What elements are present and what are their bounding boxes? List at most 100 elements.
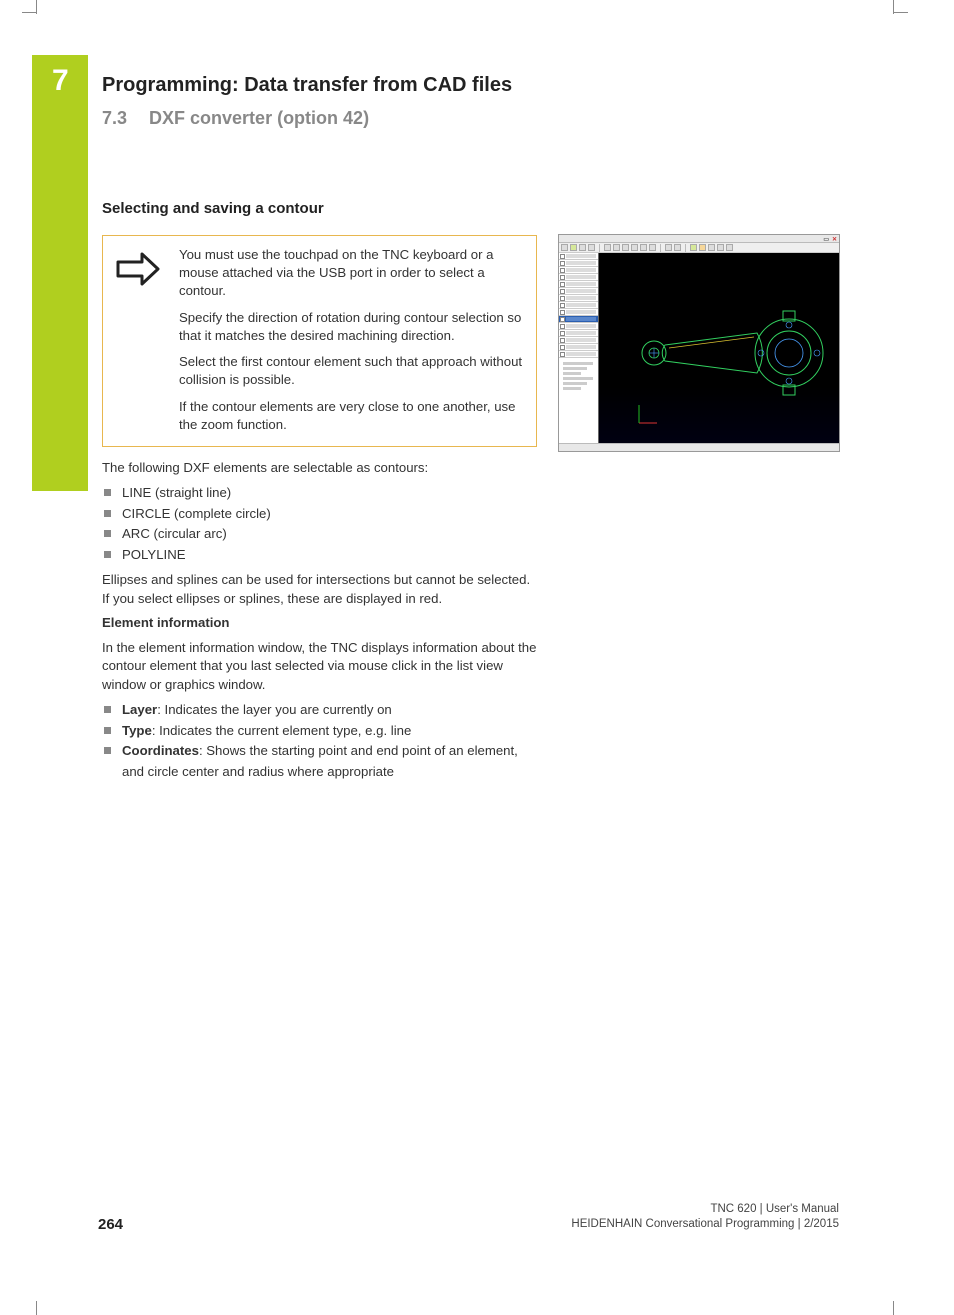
info-line [563, 367, 587, 370]
term: Coordinates [122, 743, 199, 758]
body-para: Ellipses and splines can be used for int… [102, 571, 537, 608]
chapter-number: 7 [52, 64, 69, 98]
arrow-right-icon [115, 246, 161, 434]
element-info-list: Layer: Indicates the layer you are curre… [102, 700, 537, 782]
layer-label [566, 289, 596, 293]
layer-row [559, 281, 598, 288]
checkbox-icon [560, 275, 565, 280]
footer-line: HEIDENHAIN Conversational Programming | … [571, 1217, 839, 1233]
content-column: Selecting and saving a contour You must … [102, 200, 537, 788]
section-number: 7.3 [102, 108, 127, 129]
element-info-panel [559, 358, 598, 394]
toolbar-button [708, 244, 715, 251]
checkbox-icon [560, 303, 565, 308]
checkbox-icon [560, 338, 565, 343]
checkbox-icon [560, 317, 565, 322]
body-para: In the element information window, the T… [102, 639, 537, 694]
toolbar-separator [685, 244, 686, 252]
page-footer: 264 TNC 620 | User's Manual HEIDENHAIN C… [98, 1202, 839, 1233]
close-icon: ✕ [832, 236, 837, 243]
layer-row [559, 323, 598, 330]
toolbar-button [640, 244, 647, 251]
layer-label [566, 317, 596, 321]
page-number: 264 [98, 1216, 123, 1233]
window-body [559, 253, 839, 443]
element-info-heading: Element information [102, 614, 537, 632]
list-item: Coordinates: Shows the starting point an… [102, 741, 537, 782]
toolbar-separator [599, 244, 600, 252]
toolbar-button [579, 244, 586, 251]
section-title: DXF converter (option 42) [149, 108, 369, 128]
toolbar-button [690, 244, 697, 251]
note-body: You must use the touchpad on the TNC key… [179, 246, 524, 434]
subsection-heading: Selecting and saving a contour [102, 200, 537, 217]
window-statusbar [559, 443, 839, 451]
toolbar-button [674, 244, 681, 251]
info-line [563, 382, 587, 385]
info-line [563, 362, 593, 365]
checkbox-icon [560, 331, 565, 336]
layer-row [559, 260, 598, 267]
window-titlebar: ✕ ▭ [559, 235, 839, 243]
crop-mark [36, 0, 37, 14]
note-para: You must use the touchpad on the TNC key… [179, 246, 524, 301]
list-item: Type: Indicates the current element type… [102, 721, 537, 741]
checkbox-icon [560, 324, 565, 329]
layer-label [566, 275, 596, 279]
layer-label [566, 345, 596, 349]
checkbox-icon [560, 345, 565, 350]
list-item: ARC (circular arc) [102, 524, 537, 544]
layer-row [559, 288, 598, 295]
note-box: You must use the touchpad on the TNC key… [102, 235, 537, 447]
layer-row [559, 302, 598, 309]
layer-row [559, 253, 598, 260]
note-para: Select the first contour element such th… [179, 353, 524, 389]
footer-text: TNC 620 | User's Manual HEIDENHAIN Conve… [571, 1202, 839, 1233]
layer-row [559, 267, 598, 274]
layer-row [559, 351, 598, 358]
layer-label [566, 303, 596, 307]
toolbar-button [613, 244, 620, 251]
list-item: LINE (straight line) [102, 483, 537, 503]
section-heading: 7.3 DXF converter (option 42) [102, 108, 369, 129]
toolbar-button [622, 244, 629, 251]
checkbox-icon [560, 261, 565, 266]
layer-label [566, 268, 596, 272]
crop-mark [36, 1301, 37, 1315]
checkbox-icon [560, 268, 565, 273]
term: Layer [122, 702, 157, 717]
layer-label [566, 324, 596, 328]
chapter-accent-bar [32, 55, 88, 491]
checkbox-icon [560, 296, 565, 301]
toolbar-button [604, 244, 611, 251]
layer-label [566, 331, 596, 335]
checkbox-icon [560, 254, 565, 259]
toolbar-button [570, 244, 577, 251]
toolbar-button [726, 244, 733, 251]
checkbox-icon [560, 352, 565, 357]
layer-panel [559, 253, 599, 443]
toolbar-button [561, 244, 568, 251]
crop-mark [22, 12, 36, 13]
layer-row [559, 330, 598, 337]
checkbox-icon [560, 289, 565, 294]
toolbar-button [649, 244, 656, 251]
list-item: POLYLINE [102, 545, 537, 565]
layer-row-selected [559, 316, 598, 323]
toolbar-button [717, 244, 724, 251]
info-line [563, 387, 581, 390]
layer-label [566, 310, 596, 314]
cad-viewport [599, 253, 839, 443]
toolbar-separator [660, 244, 661, 252]
cad-screenshot: ✕ ▭ [558, 234, 840, 452]
crop-mark [893, 1301, 894, 1315]
layer-row [559, 295, 598, 302]
window-control-icon: ▭ [823, 236, 829, 243]
crop-mark [894, 12, 908, 13]
note-para: If the contour elements are very close t… [179, 398, 524, 434]
layer-label [566, 282, 596, 286]
toolbar-button [699, 244, 706, 251]
desc: : Indicates the current element type, e.… [152, 723, 412, 738]
layer-label [566, 338, 596, 342]
layer-row [559, 337, 598, 344]
